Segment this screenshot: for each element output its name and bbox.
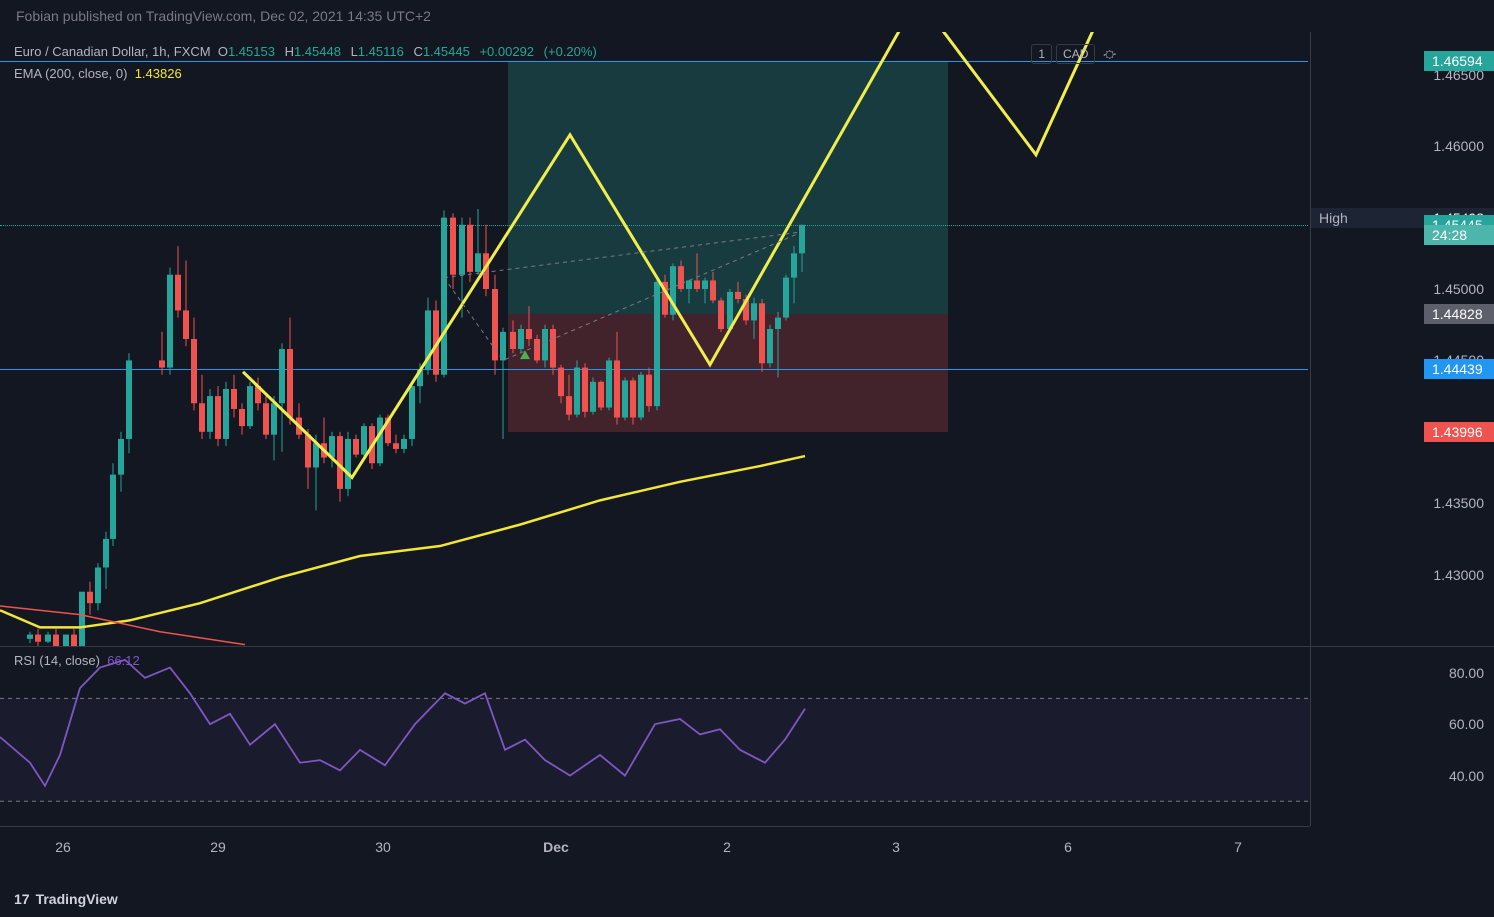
currency-left[interactable]: 1 [1031,44,1052,64]
time-tick: 2 [723,839,731,855]
time-axis[interactable]: 26 29 30 Dec 2 3 6 7 [0,826,1310,881]
ohlc-change: +0.00292 [479,44,534,59]
time-tick: 6 [1064,839,1072,855]
price-tag: 1.44828 [1424,304,1494,324]
chart-container: Euro / Canadian Dollar, 1h, FXCM O1.4515… [0,32,1494,917]
time-tick: 3 [892,839,900,855]
ohlc-block: O1.45153 H1.45448 L1.45116 C1.45445 +0.0… [214,44,603,59]
ohlc-low: 1.45116 [358,44,404,59]
time-tick: 26 [55,839,71,855]
ohlc-high: 1.45448 [294,44,341,59]
time-tick: 29 [210,839,226,855]
symbol-interval: 1h [152,44,166,59]
ema-label: EMA (200, close, 0) [14,66,127,81]
price-tick: 1.45000 [1433,281,1484,297]
countdown-tag: 24:28 [1424,225,1494,245]
price-tag: 1.44439 [1424,359,1494,379]
time-tick: 30 [375,839,391,855]
footer-logo[interactable]: 17 TradingView [0,881,1494,917]
publish-text: Fobian published on TradingView.com, Dec… [16,8,431,24]
tradingview-logo-icon: 17 [14,891,30,907]
rsi-tick: 60.00 [1449,716,1484,732]
symbol-info[interactable]: Euro / Canadian Dollar, 1h, FXCM O1.4515… [14,44,603,59]
rsi-tick: 40.00 [1449,768,1484,784]
price-tag: 1.46594 [1424,51,1494,71]
price-tag: 1.43996 [1424,422,1494,442]
rsi-tick: 80.00 [1449,665,1484,681]
currency-widget: 1 CAD ⛮ [1031,44,1116,64]
price-tick: 1.43000 [1433,567,1484,583]
price-axis[interactable]: 1.465001.460001.455001.450001.445001.439… [1310,32,1494,646]
rsi-value: 66.12 [107,653,140,668]
price-tick: 1.46000 [1433,138,1484,154]
publish-header: Fobian published on TradingView.com, Dec… [0,0,1494,32]
main-chart-svg [0,32,1310,646]
rsi-axis[interactable]: 80.00 60.00 40.00 [1310,646,1494,826]
ohlc-change-pct: (+0.20%) [544,44,597,59]
rsi-legend[interactable]: RSI (14, close) 66.12 [14,653,140,668]
ema-value: 1.43826 [135,66,182,81]
symbol-name: Euro / Canadian Dollar [14,44,145,59]
gear-icon[interactable]: ⛮ [1103,47,1116,62]
rsi-panel[interactable]: RSI (14, close) 66.12 [0,646,1310,826]
currency-right[interactable]: CAD [1056,44,1095,64]
ema-legend[interactable]: EMA (200, close, 0) 1.43826 [14,66,182,81]
ohlc-close: 1.45445 [423,44,470,59]
main-price-chart[interactable]: Euro / Canadian Dollar, 1h, FXCM O1.4515… [0,32,1310,646]
rsi-svg [0,647,1310,827]
ohlc-open: 1.45153 [228,44,275,59]
symbol-exchange: FXCM [174,44,211,59]
price-tick: 1.43500 [1433,495,1484,511]
rsi-label: RSI (14, close) [14,653,100,668]
time-tick: Dec [543,839,569,855]
time-tick: 7 [1234,839,1242,855]
tradingview-logo-text: TradingView [36,891,118,907]
